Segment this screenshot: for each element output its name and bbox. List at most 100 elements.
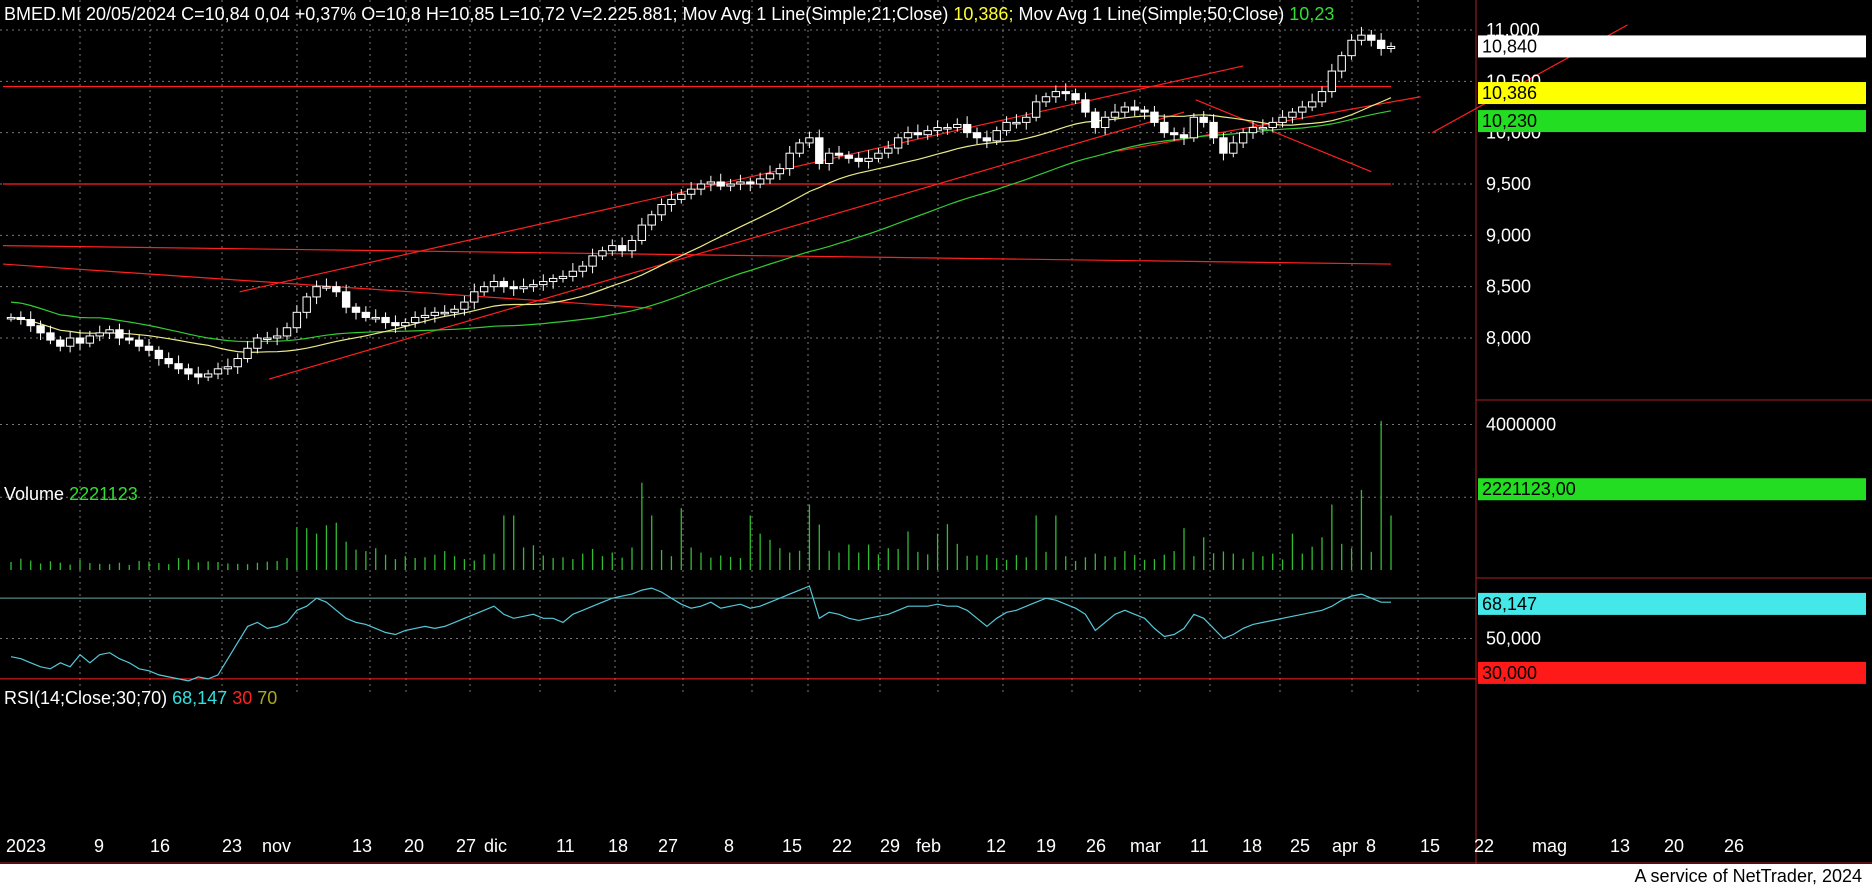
x-tick-22: 18 — [1242, 836, 1262, 856]
candle-85 — [844, 154, 854, 159]
candle-132 — [1307, 101, 1317, 108]
candle-106 — [1051, 91, 1061, 98]
candle-138 — [1367, 34, 1376, 41]
price-tick-4: 9,000 — [1486, 225, 1531, 245]
x-tick-26: 15 — [1420, 836, 1440, 856]
candle-33 — [332, 286, 341, 293]
candle-64 — [637, 224, 647, 241]
candle-135 — [1337, 55, 1346, 72]
rsi-low-badge: 30,000 — [1482, 663, 1537, 683]
price-tick-3: 9,500 — [1486, 174, 1531, 194]
candle-10 — [105, 329, 114, 334]
candle-115 — [1140, 109, 1149, 113]
footer-bar — [0, 864, 1872, 888]
candle-48 — [479, 286, 489, 293]
candle-17 — [174, 363, 183, 370]
candle-59 — [588, 255, 597, 267]
candle-116 — [1150, 111, 1159, 123]
candle-105 — [1041, 96, 1051, 103]
candle-42 — [420, 314, 430, 318]
candle-109 — [1081, 99, 1090, 113]
rsi-tick-0: 50,000 — [1486, 629, 1541, 649]
candle-87 — [864, 157, 873, 162]
candle-118 — [1169, 132, 1179, 136]
candle-94 — [933, 127, 942, 132]
x-tick-29: 13 — [1610, 836, 1630, 856]
candle-25 — [253, 337, 262, 349]
quote-values: C=10,84 0,04 +0,37% O=10,8 H=10,85 L=10,… — [181, 4, 678, 24]
ma50-badge-bg — [1478, 110, 1866, 133]
rsi-badge-bg — [1478, 592, 1866, 615]
candle-21 — [213, 368, 223, 375]
rsi-low: 30 — [232, 688, 253, 708]
candle-111 — [1100, 116, 1110, 129]
candle-63 — [627, 239, 637, 252]
rsi-badge: 68,147 — [1482, 594, 1537, 614]
rsi-label: RSI(14;Close;30;70) — [4, 688, 168, 708]
candle-32 — [322, 286, 331, 289]
candle-39 — [391, 322, 400, 327]
x-tick-8: dic — [484, 836, 507, 856]
candle-137 — [1357, 34, 1366, 41]
x-tick-28: mag — [1532, 836, 1567, 856]
candle-126 — [1248, 127, 1258, 134]
candle-27 — [272, 335, 282, 339]
trendline-6 — [1195, 99, 1372, 173]
candle-1 — [16, 316, 26, 321]
candles — [6, 26, 1396, 385]
candle-56 — [558, 275, 568, 279]
candle-108 — [1071, 93, 1080, 101]
candle-86 — [854, 157, 863, 162]
ma21-badge: 10,386 — [1482, 83, 1537, 103]
candle-71 — [706, 181, 716, 185]
ma50-value: 10,23 — [1289, 4, 1335, 24]
candle-82 — [815, 137, 824, 164]
volume-bars — [10, 420, 1392, 570]
candle-134 — [1327, 70, 1337, 93]
candle-79 — [785, 152, 794, 170]
price-tick-6: 8,000 — [1486, 328, 1531, 348]
candle-78 — [775, 168, 785, 175]
candle-119 — [1179, 134, 1189, 139]
rsi-value: 68,147 — [172, 688, 228, 708]
candle-52 — [519, 286, 528, 290]
x-tick-14: 22 — [832, 836, 852, 856]
rsi-line — [0, 585, 1476, 682]
candle-103 — [1022, 116, 1031, 123]
x-tick-6: 20 — [404, 836, 424, 856]
candle-4 — [46, 332, 55, 341]
candle-7 — [75, 337, 85, 344]
candle-125 — [1238, 132, 1248, 144]
candle-102 — [1012, 121, 1021, 125]
candle-93 — [923, 130, 932, 136]
rsi-series — [10, 585, 1391, 682]
price-tick-0: 11,000 — [1486, 20, 1540, 40]
x-tick-10: 18 — [608, 836, 628, 856]
candle-67 — [667, 198, 676, 206]
volume-header: Volume 2221123 — [4, 484, 138, 505]
candle-113 — [1120, 106, 1130, 113]
candle-65 — [647, 214, 656, 226]
candle-100 — [992, 130, 1001, 142]
candle-47 — [470, 291, 479, 303]
candle-124 — [1229, 142, 1238, 154]
x-tick-31: 26 — [1724, 836, 1744, 856]
candle-44 — [440, 311, 449, 315]
x-tick-27: 22 — [1474, 836, 1494, 856]
x-tick-15: 29 — [880, 836, 900, 856]
quote-date: 20/05/2024 — [86, 4, 177, 24]
candle-55 — [548, 277, 558, 283]
volume-badge-bg — [1478, 478, 1866, 501]
candle-61 — [608, 245, 617, 252]
candle-66 — [657, 204, 666, 216]
candle-31 — [312, 286, 321, 298]
candle-14 — [144, 345, 154, 351]
volume-tick-0: 4000000 — [1486, 415, 1556, 435]
candle-35 — [351, 306, 361, 313]
candle-121 — [1199, 116, 1208, 123]
candle-26 — [263, 337, 272, 340]
candle-84 — [834, 152, 844, 156]
candle-104 — [1031, 101, 1041, 118]
x-tick-9: 11 — [556, 836, 575, 856]
candle-98 — [972, 132, 982, 139]
